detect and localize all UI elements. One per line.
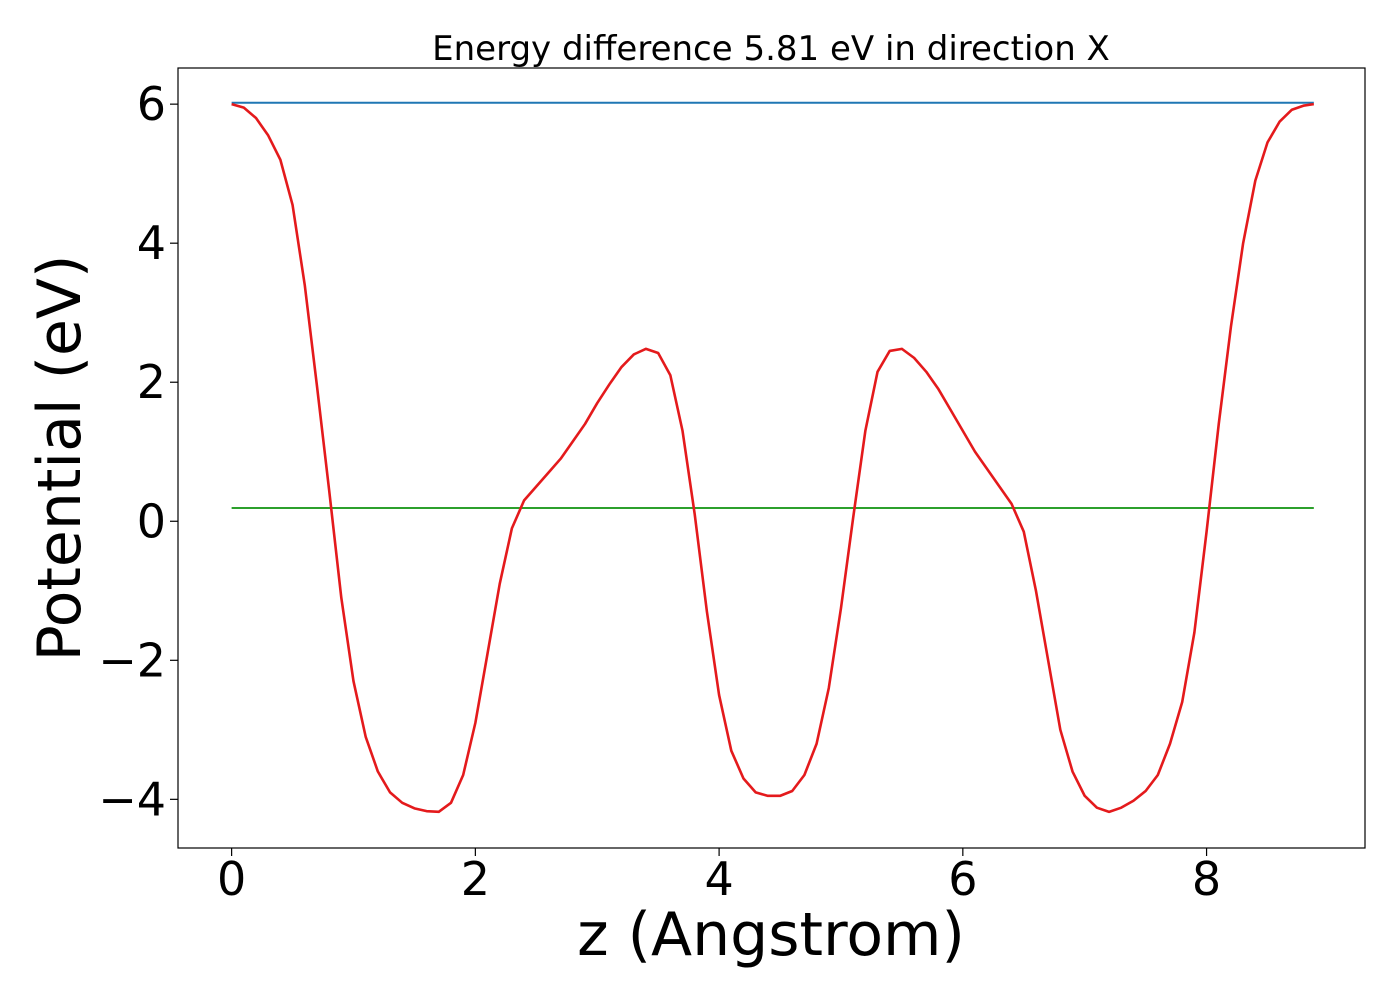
y-tick-label: 2 — [137, 355, 166, 409]
x-axis-label: z (Angstrom) — [577, 900, 965, 970]
series-layer — [231, 101, 1315, 814]
series-line-2 — [231, 102, 1315, 814]
x-tick-label: 4 — [704, 852, 733, 906]
y-tick-label: −4 — [98, 772, 166, 826]
y-tick-label: 4 — [137, 216, 166, 270]
plot-area-frame — [177, 67, 1366, 849]
y-tick-label: −2 — [98, 633, 166, 687]
x-tick-label: 0 — [217, 852, 246, 906]
x-tick-label: 2 — [461, 852, 490, 906]
x-axis-ticks: 0 2 4 6 8 — [217, 848, 1221, 906]
y-axis-ticks: −4 −2 0 2 4 6 — [98, 77, 178, 826]
y-axis-label: Potential (eV) — [25, 255, 95, 662]
y-tick-label: 0 — [137, 494, 166, 548]
x-tick-label: 8 — [1192, 852, 1221, 906]
y-tick-label: 6 — [137, 77, 166, 131]
x-tick-label: 6 — [948, 852, 977, 906]
chart-title: Energy difference 5.81 eV in direction X — [432, 29, 1110, 69]
